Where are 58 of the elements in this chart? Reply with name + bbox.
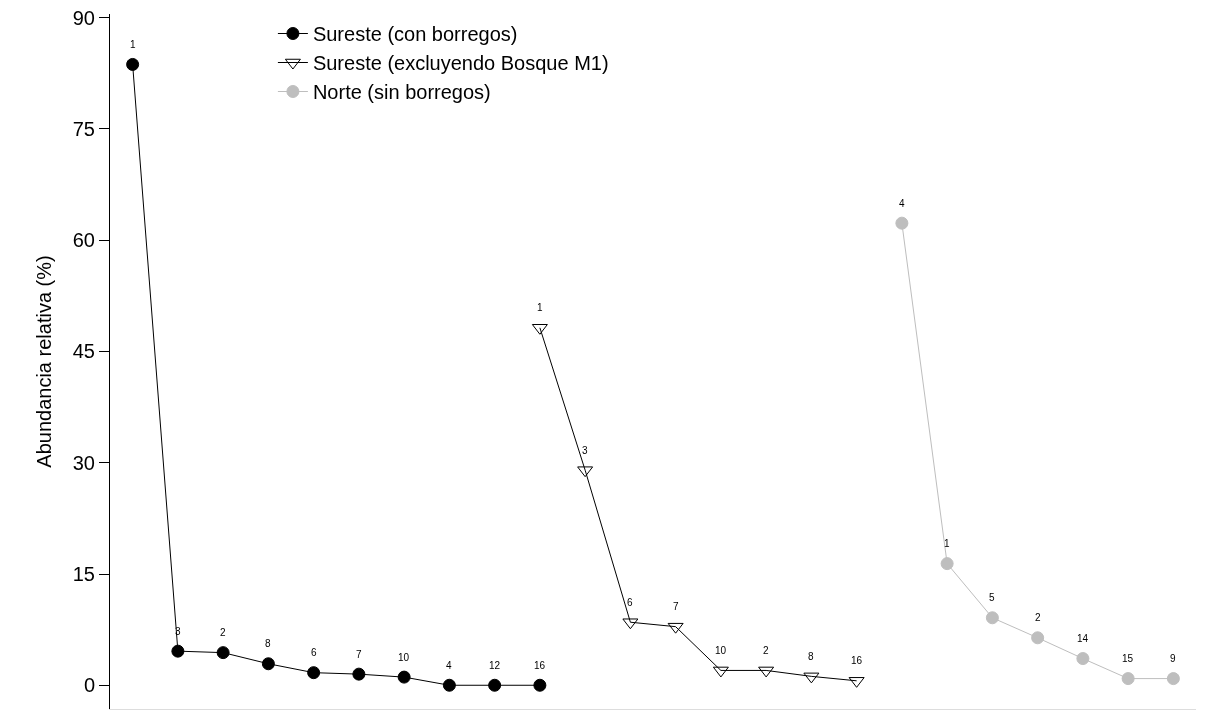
point <box>171 644 185 658</box>
annotation: 16 <box>534 660 546 671</box>
point <box>622 618 639 630</box>
annotation: 2 <box>220 627 226 638</box>
legend-label: Sureste (excluyendo Bosque M1) <box>312 52 609 75</box>
point <box>895 216 909 230</box>
legend-label: Sureste (con borregos) <box>312 23 518 46</box>
annotation: 10 <box>715 645 727 656</box>
annotation: 7 <box>356 649 362 660</box>
annotation: 6 <box>627 597 633 608</box>
annotation: 1 <box>944 538 950 549</box>
annotation: 15 <box>1122 653 1134 664</box>
y-tick-label: 45 <box>72 340 95 363</box>
annotation: 10 <box>398 652 410 663</box>
point <box>940 557 954 571</box>
point <box>126 57 140 71</box>
point <box>216 646 230 660</box>
annotation: 2 <box>763 645 769 656</box>
annotation: 4 <box>446 660 452 671</box>
y-tick-label: 15 <box>72 563 95 586</box>
point <box>667 622 684 634</box>
legend-label: Norte (sin borregos) <box>312 81 491 104</box>
annotation: 9 <box>1170 653 1176 664</box>
annotation: 3 <box>582 445 588 456</box>
point <box>1076 652 1090 666</box>
point <box>307 666 321 680</box>
point <box>803 672 820 684</box>
point <box>712 666 729 678</box>
point <box>261 657 275 671</box>
y-tick-label: 60 <box>72 229 95 252</box>
annotation: 7 <box>673 601 679 612</box>
point <box>1031 631 1045 645</box>
annotation: 16 <box>851 655 863 666</box>
annotation: 8 <box>808 651 814 662</box>
annotation: 5 <box>989 592 995 603</box>
point <box>442 678 456 692</box>
y-tick-label: 75 <box>72 117 95 140</box>
point <box>352 667 366 681</box>
annotation: 1 <box>130 39 136 50</box>
y-axis-title: Abundancia relativa (%) <box>33 255 56 468</box>
annotation: 12 <box>489 660 501 671</box>
annotation: 8 <box>265 638 271 649</box>
annotation: 4 <box>899 198 905 209</box>
point <box>533 678 547 692</box>
y-tick-label: 30 <box>72 451 95 474</box>
y-tick-label: 0 <box>83 674 95 697</box>
annotation: 14 <box>1077 633 1089 644</box>
point <box>577 466 594 478</box>
point <box>397 670 411 684</box>
point <box>758 666 775 678</box>
point <box>488 678 502 692</box>
point <box>1166 672 1180 686</box>
point <box>985 611 999 625</box>
point <box>1121 672 1135 686</box>
annotation: 1 <box>537 302 543 313</box>
annotation: 6 <box>311 647 317 658</box>
annotation: 2 <box>1035 612 1041 623</box>
y-tick-label: 90 <box>72 6 95 29</box>
